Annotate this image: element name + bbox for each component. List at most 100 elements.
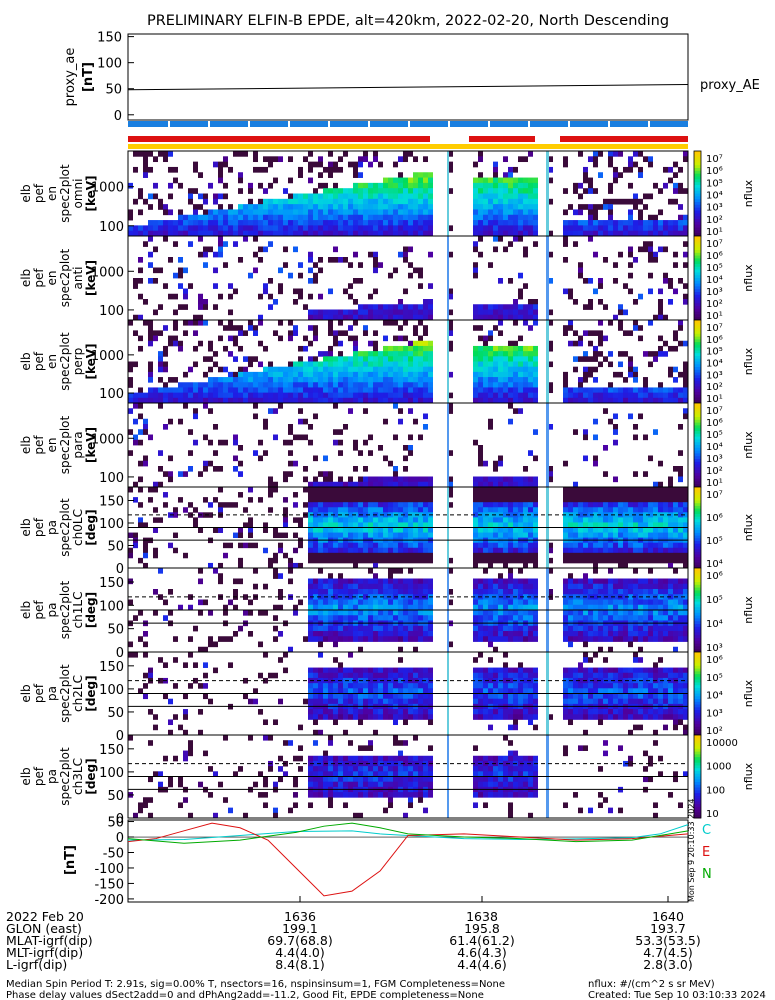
spectrogram-cell bbox=[383, 345, 388, 352]
spectrogram-cell bbox=[568, 517, 573, 523]
spectrogram-cell bbox=[588, 225, 593, 232]
spectrogram-cell bbox=[488, 502, 493, 508]
spectrogram-cell bbox=[573, 487, 578, 493]
spectrogram-cell bbox=[168, 340, 173, 347]
spectrogram-cell bbox=[373, 631, 378, 637]
spectrogram-cell bbox=[338, 698, 343, 705]
spectrogram-cell bbox=[653, 547, 658, 554]
spectrogram-cell bbox=[648, 193, 653, 200]
spectrogram-cell bbox=[418, 204, 423, 210]
spectrogram-cell bbox=[358, 599, 363, 606]
spectrogram-cell bbox=[673, 198, 678, 205]
spectrogram-cell bbox=[628, 246, 633, 253]
spectrogram-cell bbox=[138, 517, 143, 523]
spectrogram-cell bbox=[323, 455, 328, 462]
spectrogram-cell bbox=[513, 408, 518, 414]
spectrogram-cell bbox=[528, 356, 533, 362]
spectrogram-cell bbox=[518, 625, 523, 632]
spectrogram-cell bbox=[368, 361, 373, 368]
spectrogram-cell bbox=[303, 371, 308, 378]
spectrogram-cell bbox=[343, 542, 348, 549]
spectrogram-cell bbox=[358, 487, 363, 493]
spectrogram-cell bbox=[138, 151, 143, 157]
spectrogram-cell bbox=[478, 522, 483, 528]
spectrogram-cell bbox=[323, 557, 328, 564]
spectrogram-cell bbox=[343, 397, 348, 404]
spectrogram-cell bbox=[368, 487, 373, 493]
spectrogram-cell bbox=[393, 387, 398, 394]
sector-gap bbox=[168, 121, 170, 127]
spectrogram-cell bbox=[568, 522, 573, 528]
spectrogram-cell bbox=[588, 278, 593, 284]
spectrogram-cell bbox=[403, 610, 408, 616]
spectrogram-cell bbox=[428, 392, 433, 399]
spectrogram-cell bbox=[263, 387, 268, 394]
spectrogram-cell bbox=[353, 589, 358, 595]
spectrogram-cell bbox=[128, 547, 133, 554]
spectrogram-cell bbox=[473, 487, 478, 493]
spectrogram-cell bbox=[348, 636, 353, 642]
spectrogram-cell bbox=[623, 527, 628, 533]
spectrogram-cell bbox=[333, 204, 338, 210]
spectrogram-cell bbox=[678, 450, 683, 456]
spectrogram-cell bbox=[423, 522, 428, 528]
spectrogram-cell bbox=[498, 517, 503, 523]
spectrogram-cell bbox=[478, 497, 483, 503]
spectrogram-cell bbox=[493, 188, 498, 194]
spectrogram-ylabel: pa bbox=[45, 520, 59, 535]
spectrogram-cell bbox=[358, 204, 363, 210]
spectrogram-cell bbox=[413, 599, 418, 606]
spectrogram-cell bbox=[593, 356, 598, 362]
spectrogram-cell bbox=[373, 356, 378, 362]
spectrogram-cell bbox=[233, 371, 238, 378]
spectrogram-cell bbox=[343, 377, 348, 383]
spectrogram-cell bbox=[323, 198, 328, 205]
spectrogram-cell bbox=[593, 161, 598, 168]
spectrogram-cell bbox=[478, 382, 483, 388]
spectrogram-cell bbox=[483, 542, 488, 549]
spectrogram-cell bbox=[313, 512, 318, 518]
spectrogram-cell bbox=[508, 573, 513, 579]
spectrogram-cell bbox=[533, 455, 538, 462]
proxy-ae-frame bbox=[127, 33, 689, 121]
spectrogram-cell bbox=[333, 615, 338, 621]
spectrogram-cell bbox=[503, 314, 508, 321]
spectrogram-cell bbox=[678, 325, 683, 331]
spectrogram-cell bbox=[193, 522, 198, 528]
colorbar-cell bbox=[694, 492, 701, 496]
spectrogram-cell bbox=[563, 156, 568, 163]
spectrogram-cell bbox=[643, 492, 648, 498]
spectrogram-cell bbox=[243, 522, 248, 528]
spectrogram-cell bbox=[233, 377, 238, 383]
spectrogram-cell bbox=[488, 552, 493, 559]
spectrogram-cell bbox=[428, 351, 433, 357]
spectrogram-cell bbox=[263, 397, 268, 404]
spectrogram-cell bbox=[478, 361, 483, 368]
colorbar-cell bbox=[694, 230, 701, 234]
spectrogram-cell bbox=[248, 392, 253, 399]
spectrogram-cell bbox=[503, 392, 508, 399]
spectrogram-cell bbox=[588, 578, 593, 585]
spectrogram-cell bbox=[353, 502, 358, 508]
spectrogram-cell bbox=[648, 241, 653, 247]
spectrogram-cell bbox=[153, 552, 158, 559]
spectrogram-cell bbox=[388, 573, 393, 579]
spectrogram-cell bbox=[393, 583, 398, 590]
spectrogram-cell bbox=[503, 225, 508, 232]
spectrogram-cell bbox=[508, 532, 513, 539]
spectrogram-cell bbox=[518, 272, 523, 279]
spectrogram-cell bbox=[583, 397, 588, 404]
spectrogram-cell bbox=[128, 408, 133, 414]
spectrogram-cell bbox=[173, 532, 178, 539]
spectrogram-cell bbox=[333, 636, 338, 642]
spectrogram-cell bbox=[668, 625, 673, 632]
spectrogram-cell bbox=[608, 517, 613, 523]
spectrogram-cell bbox=[148, 434, 153, 441]
spectrogram-cell bbox=[158, 677, 163, 684]
spectrogram-cell bbox=[178, 387, 183, 394]
spectrogram-cell bbox=[288, 225, 293, 232]
spectrogram-cell bbox=[278, 366, 283, 373]
spectrogram-cell bbox=[478, 527, 483, 533]
spectrogram-cell bbox=[403, 356, 408, 362]
spectrogram-cell bbox=[253, 568, 258, 574]
